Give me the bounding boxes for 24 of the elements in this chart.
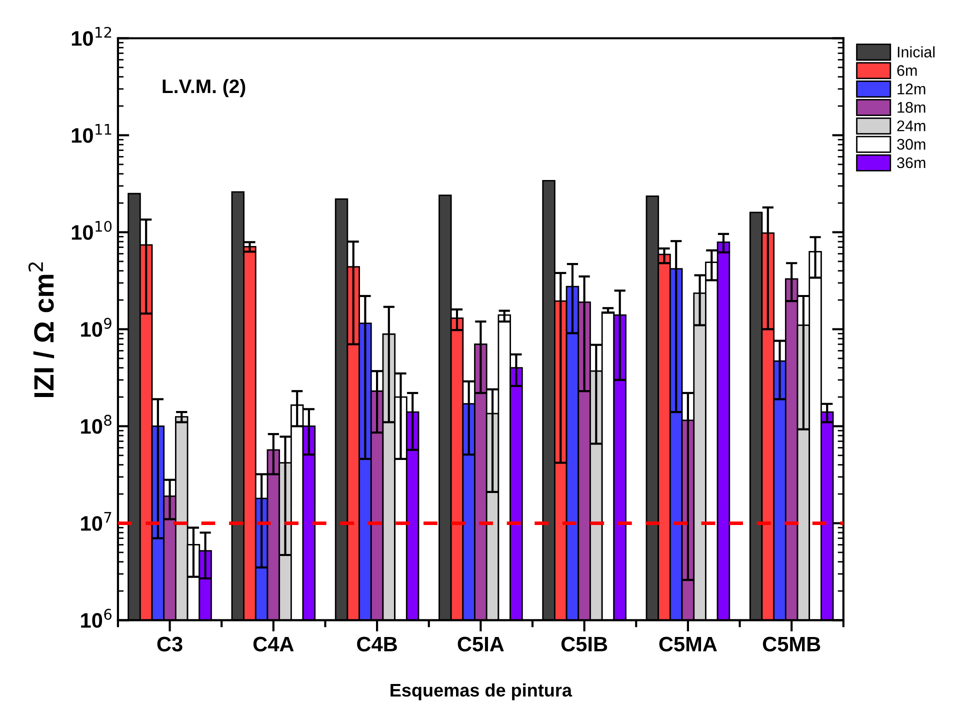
x-tick-label: C5IB: [561, 636, 608, 652]
annotation: L.V.M. (2): [162, 78, 246, 98]
y-tick-label: 10$^{8}$: [81, 414, 112, 434]
y-tick-label: 10$^{12}$: [72, 26, 112, 46]
x-tick-label: C5MB: [762, 636, 820, 652]
y-tick-label: 10$^{9}$: [81, 318, 112, 337]
y-tick-label: 10$^{6}$: [81, 608, 112, 628]
legend-label: 30m: [897, 138, 926, 150]
legend-label: Inicial: [898, 46, 935, 58]
x-tick-label: C5MA: [659, 636, 717, 652]
y-tick-label: 10$^{7}$: [81, 512, 112, 531]
y-tick-label: 10$^{11}$: [72, 124, 112, 143]
legend-label: 12m: [898, 84, 926, 94]
x-tick-label: C5IA: [458, 636, 504, 652]
legend-label: 18m: [898, 102, 926, 113]
legend-label: 36m: [897, 157, 926, 168]
x-tick-label: C4A: [253, 636, 294, 652]
legend-label: 24m: [897, 120, 926, 132]
x-axis-title: Esquemas de pintura: [390, 683, 572, 700]
legend-label: 6m: [897, 65, 917, 76]
x-tick-label: C4B: [357, 636, 397, 652]
y-tick-label: 10$^{10}$: [72, 220, 112, 240]
x-tick-label: C3: [157, 636, 182, 652]
y-axis-title: IZI / Ω cm$^{2}$: [28, 262, 54, 397]
